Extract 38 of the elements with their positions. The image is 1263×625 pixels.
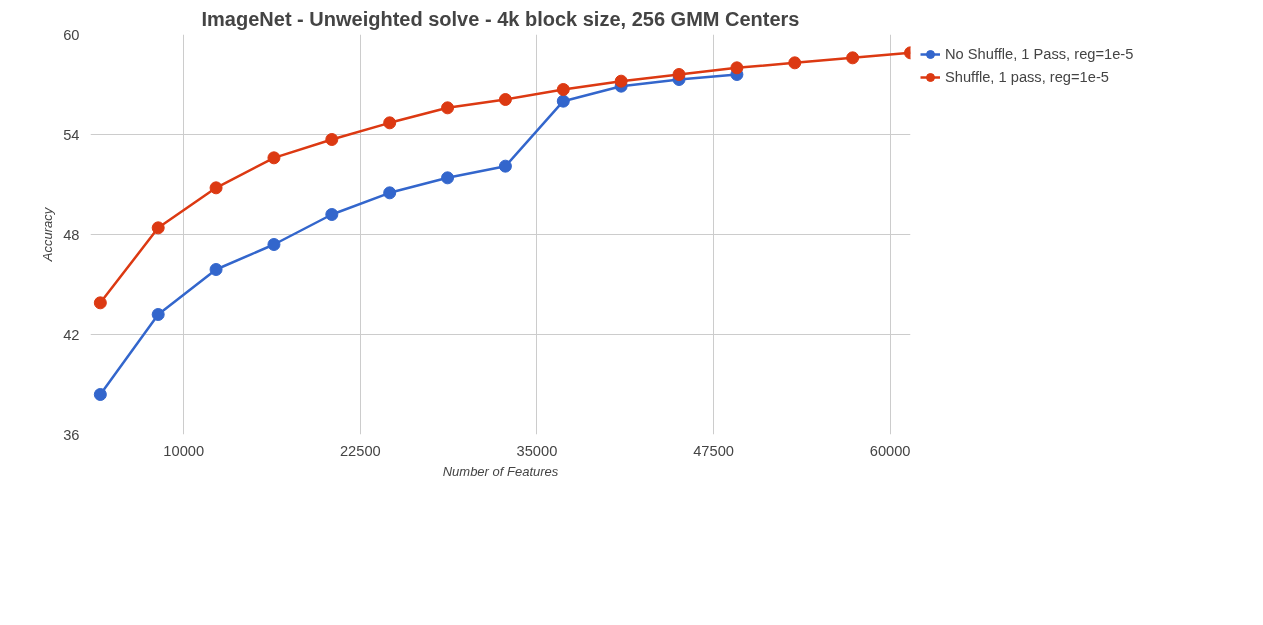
point (325, 133, 339, 146)
point (788, 56, 802, 70)
point (556, 83, 570, 96)
point (325, 208, 339, 221)
point (267, 238, 281, 251)
y-tick-label: 36 (63, 426, 80, 443)
point (209, 181, 223, 195)
point (151, 221, 165, 235)
point (209, 263, 223, 276)
point (730, 61, 744, 75)
x-axis-title: Number of Features (442, 463, 559, 479)
point (93, 296, 107, 310)
y-tick-label: 54 (63, 126, 80, 143)
x-tick-label: 35000 (516, 442, 558, 459)
point (151, 308, 165, 321)
point (498, 159, 512, 173)
point (441, 171, 455, 185)
y-axis-title: Accuracy (40, 206, 56, 263)
point (556, 94, 570, 108)
point (441, 101, 455, 115)
point (672, 68, 686, 81)
x-tick-label: 10000 (163, 442, 205, 459)
chart-title: ImageNet - Unweighted solve - 4k block size, 256 GMM Centers (201, 7, 800, 30)
x-tick-label: 47500 (693, 442, 734, 459)
point (93, 388, 107, 401)
point (498, 93, 512, 106)
y-tick-label: 48 (63, 226, 80, 243)
point (267, 151, 281, 165)
y-tick-label: 42 (63, 326, 80, 343)
x-tick-label: 60000 (869, 442, 911, 459)
legend-label: Shuffle, 1 pass, reg=1e-5 (945, 69, 1109, 85)
point (383, 116, 397, 130)
y-tick-label: 60 (63, 26, 80, 43)
legend-label: No Shuffle, 1 Pass, reg=1e-5 (945, 46, 1134, 62)
x-tick-label: 22500 (339, 442, 381, 459)
point (846, 51, 860, 65)
point (614, 74, 628, 88)
point (383, 186, 397, 200)
